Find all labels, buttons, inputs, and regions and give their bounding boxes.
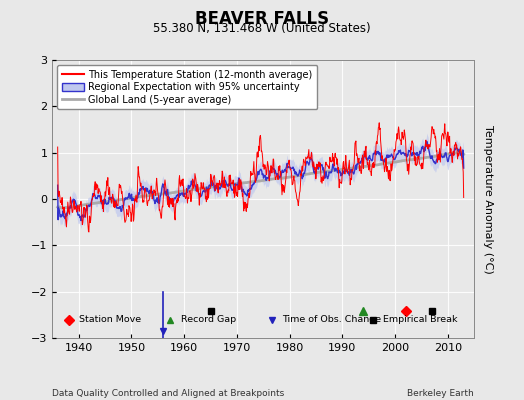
Y-axis label: Temperature Anomaly (°C): Temperature Anomaly (°C): [483, 125, 493, 273]
Text: Station Move: Station Move: [79, 316, 141, 324]
Text: Empirical Break: Empirical Break: [383, 316, 457, 324]
Legend: This Temperature Station (12-month average), Regional Expectation with 95% uncer: This Temperature Station (12-month avera…: [57, 65, 318, 110]
Text: Data Quality Controlled and Aligned at Breakpoints: Data Quality Controlled and Aligned at B…: [52, 389, 285, 398]
Text: Record Gap: Record Gap: [181, 316, 236, 324]
Text: Berkeley Earth: Berkeley Earth: [408, 389, 474, 398]
Text: Time of Obs. Change: Time of Obs. Change: [282, 316, 381, 324]
Text: 55.380 N, 131.468 W (United States): 55.380 N, 131.468 W (United States): [153, 22, 371, 35]
Text: BEAVER FALLS: BEAVER FALLS: [195, 10, 329, 28]
